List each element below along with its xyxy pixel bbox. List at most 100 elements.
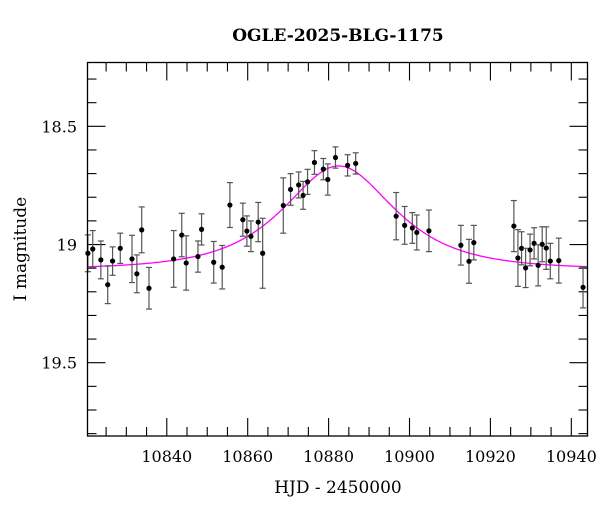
x-tick-label: 10840: [141, 447, 192, 466]
data-point: [539, 226, 546, 263]
data-point: [413, 214, 420, 251]
point-marker: [146, 285, 152, 291]
point-marker: [117, 245, 123, 251]
data-point: [555, 237, 562, 284]
point-marker: [515, 255, 521, 261]
data-point: [580, 266, 587, 309]
axis-ticks: [87, 62, 588, 436]
y-axis-label: I magnitude: [11, 197, 31, 301]
point-marker: [183, 260, 189, 266]
point-marker: [296, 182, 302, 188]
point-marker: [527, 247, 533, 253]
data-point: [243, 215, 250, 247]
model-curve: [87, 165, 588, 268]
point-marker: [240, 217, 246, 223]
data-point: [320, 157, 327, 181]
data-point: [332, 146, 339, 169]
point-marker: [539, 241, 545, 247]
point-marker: [260, 250, 266, 256]
data-point: [287, 173, 294, 206]
data-point: [104, 265, 111, 305]
point-marker: [580, 284, 586, 290]
point-marker: [458, 242, 464, 248]
data-point: [295, 171, 302, 199]
data-point: [255, 201, 262, 243]
data-point: [344, 154, 351, 177]
data-point: [527, 233, 534, 267]
y-tick-label: 19: [57, 236, 77, 255]
data-point: [239, 202, 246, 237]
data-point: [194, 240, 201, 273]
point-marker: [518, 245, 525, 251]
data-point: [457, 224, 464, 266]
data-point: [198, 213, 205, 246]
data-point: [518, 231, 525, 266]
point-marker: [393, 213, 399, 219]
data-point: [425, 209, 432, 253]
data-point: [109, 246, 116, 276]
data-point: [543, 226, 550, 270]
x-tick-label: 10920: [465, 447, 516, 466]
point-marker: [511, 223, 517, 229]
point-marker: [280, 202, 286, 209]
data-point: [247, 220, 254, 253]
point-marker: [105, 282, 111, 288]
point-marker: [320, 166, 326, 172]
y-tick-label: 18.5: [41, 117, 77, 136]
point-marker: [332, 154, 339, 161]
data-point: [178, 212, 185, 258]
point-marker: [304, 179, 311, 185]
data-point: [133, 254, 140, 294]
data-point: [514, 229, 521, 287]
plot-frame: [86, 61, 589, 437]
x-tick-label: 10860: [222, 447, 273, 466]
point-marker: [543, 245, 549, 251]
point-marker: [414, 229, 420, 236]
point-marker: [466, 258, 472, 264]
x-tick-label: 10900: [384, 447, 435, 466]
point-marker: [179, 232, 185, 238]
point-marker: [198, 226, 205, 232]
data-point: [311, 150, 318, 175]
data-point: [547, 242, 554, 280]
model-curve-group: [87, 165, 588, 268]
point-marker: [325, 176, 331, 183]
y-tick-label: 19.5: [41, 354, 77, 373]
point-marker: [255, 219, 261, 225]
data-point: [324, 163, 331, 196]
data-point: [219, 244, 226, 290]
data-point: [170, 229, 177, 288]
point-marker: [171, 256, 177, 262]
data-point: [280, 177, 287, 234]
data-point: [465, 238, 472, 284]
data-point: [259, 217, 266, 289]
point-marker: [248, 233, 254, 239]
tick-labels: 10840 10860 10880 10900 10920 10940 18.5 19 19.5: [41, 117, 596, 466]
point-marker: [211, 259, 217, 265]
data-point: [226, 181, 233, 229]
data-point: [531, 227, 538, 260]
point-marker: [345, 162, 351, 168]
data-point: [97, 240, 104, 280]
point-marker: [227, 202, 233, 208]
point-marker: [98, 257, 104, 263]
data-point: [409, 212, 416, 244]
point-marker: [547, 258, 553, 264]
chart-title: OGLE-2025-BLG-1175: [232, 26, 444, 46]
point-marker: [409, 225, 415, 231]
data-point: [535, 244, 542, 287]
point-marker: [402, 222, 408, 228]
data-point: [393, 191, 400, 241]
data-point: [210, 240, 217, 284]
data-point: [522, 247, 529, 289]
point-marker: [244, 228, 250, 234]
point-marker: [353, 160, 359, 167]
point-marker: [300, 192, 306, 198]
data-point: [300, 180, 307, 210]
point-marker: [129, 256, 135, 262]
data-point: [138, 206, 145, 254]
point-marker: [535, 262, 541, 268]
data-point: [401, 205, 408, 245]
point-marker: [556, 257, 562, 264]
